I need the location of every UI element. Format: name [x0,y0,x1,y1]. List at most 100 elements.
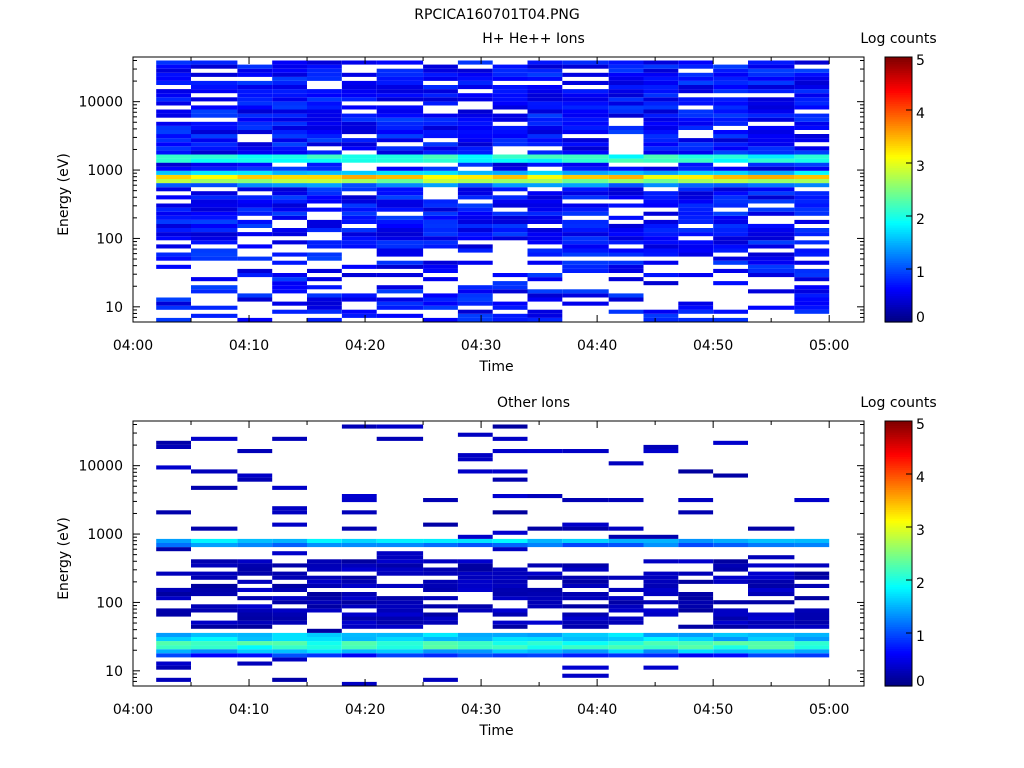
heatmap-cell [713,579,748,584]
heatmap-cell [272,174,307,179]
heatmap-cell [191,559,238,564]
heatmap-cell [748,72,795,77]
colorbar-step [885,633,912,636]
heatmap-cell [643,85,679,90]
heatmap-cell [307,575,342,580]
heatmap-cell [341,494,377,499]
heatmap-cell [376,72,424,77]
colorbar-step [885,650,912,654]
heatmap-cell [307,567,342,572]
heatmap-cell [376,232,424,237]
colorbar-step [885,306,912,310]
heatmap-cell [376,555,424,560]
heatmap-cell [376,76,424,81]
heatmap-cell [423,228,458,233]
colorbar-step [885,313,912,316]
heatmap-cell [492,219,528,224]
colorbar-step [885,597,912,601]
heatmap-cell [272,232,307,237]
heatmap-cell [643,125,679,130]
heatmap-cell [191,604,238,609]
heatmap-cell [608,461,644,466]
colorbar-step [885,529,912,533]
heatmap-cell [191,563,238,568]
heatmap-cell [376,105,424,110]
colorbar-step [885,145,912,149]
heatmap-cell [643,117,679,122]
heatmap-cell [794,268,830,273]
y-axis-label: Energy (eV) [56,153,72,236]
colorbar-step [885,449,912,453]
colorbar-step [885,593,912,597]
heatmap-cell [643,105,679,110]
colorbar-step [885,608,912,612]
colorbar-tick-label: 2 [916,576,925,592]
heatmap-cell [156,166,191,171]
heatmap-cell [678,608,714,613]
heatmap-cell [307,309,342,314]
heatmap-cell [794,101,830,106]
colorbar-step [885,663,912,667]
heatmap-cell [492,85,528,90]
heatmap-cell [794,240,830,245]
heatmap-cell [457,289,493,294]
colorbar-step [885,617,912,621]
colorbar-step [885,57,912,60]
heatmap-cell [156,465,191,470]
heatmap-cell [307,158,342,163]
heatmap-cell [156,93,191,98]
x-tick-label: 04:30 [461,702,501,718]
heatmap-cell [457,632,493,637]
heatmap-cell [191,121,238,126]
colorbar-step [885,630,912,634]
heatmap-cell [713,113,748,118]
heatmap-cell [272,97,307,102]
heatmap-cell [341,612,377,617]
heatmap-cell [191,608,238,613]
colorbar-step [885,604,912,608]
heatmap-cell [678,183,714,188]
heatmap-cell [748,543,795,548]
colorbar-step [885,427,912,431]
heatmap-cell [423,130,458,135]
heatmap-cell [237,297,273,302]
heatmap-cell [794,183,830,188]
heatmap-cell [191,538,238,543]
heatmap-cell [237,97,273,102]
heatmap-cell [713,612,748,617]
heatmap-cell [423,587,458,592]
heatmap-cell [457,236,493,241]
colorbar-step [885,158,912,162]
heatmap-cell [457,301,493,306]
heatmap-cell [527,620,563,625]
heatmap-cell [156,97,191,102]
heatmap-cell [191,305,238,310]
colorbar-step [885,96,912,100]
heatmap-cell [678,645,714,650]
heatmap-cell [307,97,342,102]
heatmap-cell [272,215,307,220]
heatmap-cell [562,195,609,200]
heatmap-cell [608,641,644,646]
heatmap-cell [527,93,563,98]
colorbar-step [885,187,912,191]
heatmap-cell [191,207,238,212]
heatmap-cell [272,510,307,515]
heatmap-cell [272,485,307,490]
colorbar-step [885,264,912,268]
heatmap-cell [492,142,528,147]
colorbar-step [885,136,912,140]
x-tick-label: 05:00 [809,702,849,718]
heatmap-cell [156,608,191,613]
heatmap-cell [748,641,795,646]
colorbar-step [885,68,912,71]
heatmap-cell [457,637,493,642]
heatmap-cell [307,64,342,69]
heatmap-cell [156,317,191,322]
heatmap-cell [713,268,748,273]
heatmap-cell [608,85,644,90]
heatmap-cell [376,203,424,208]
heatmap-cell [191,191,238,196]
heatmap-cell [457,150,493,155]
colorbar-step [885,94,912,98]
